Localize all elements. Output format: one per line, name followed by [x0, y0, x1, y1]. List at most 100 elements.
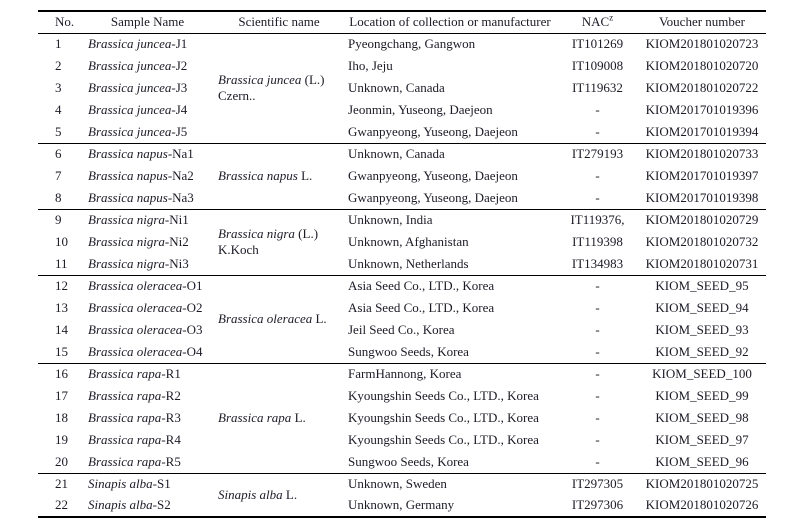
header-scientific-name: Scientific name [215, 11, 343, 34]
header-nac: NACz [557, 11, 638, 34]
no-cell: 17 [55, 387, 68, 403]
no-cell: 7 [55, 167, 62, 183]
location-cell: Gwanpyeong, Yuseong, Daejeon [348, 167, 518, 183]
sample-name-cell: Brassica rapa-R1 [88, 366, 181, 382]
voucher-number-cell: KIOM201801020729 [645, 212, 759, 228]
voucher-number-cell: KIOM_SEED_94 [655, 299, 749, 315]
location-cell: FarmHannong, Korea [348, 366, 462, 382]
table-row: 18 Brassica rapa-R3 Kyoungshin Seeds Co., … [38, 407, 766, 429]
nac-cell: - [595, 278, 600, 294]
no-cell: 3 [55, 79, 62, 95]
table-row: 15 Brassica oleracea-O4 Sungwoo Seeds, Kor… [38, 341, 766, 364]
nac-cell: - [595, 299, 600, 315]
table-row: 4 Brassica juncea-J4 Jeonmin, Yuseong, Dae… [38, 99, 766, 121]
no-cell: 2 [55, 57, 62, 73]
location-cell: Sungwoo Seeds, Korea [343, 451, 557, 474]
table-row: 21 Sinapis alba-S1 Sinapis alba L. Unknown,… [38, 473, 766, 502]
nac-cell: - [557, 121, 638, 144]
table-row: 3 Brassica juncea-J3 Unknown, Canada IT1196… [38, 77, 766, 99]
nac-cell: - [557, 187, 638, 210]
sample-name-cell: Sinapis alba-S1 [88, 476, 171, 492]
header-nac-text: NAC [581, 14, 610, 30]
voucher-number-cell: KIOM201701019397 [645, 167, 759, 183]
no-cell: 11 [38, 253, 80, 276]
sample-name-cell: Brassica juncea-J3 [88, 79, 188, 95]
voucher-number-cell: KIOM_SEED_98 [655, 409, 749, 425]
nac-cell: IT134983 [557, 253, 638, 276]
no-cell: 21 [55, 476, 68, 492]
voucher-number-cell: KIOM_SEED_99 [655, 387, 749, 403]
scientific-name-cell: Brassica napus L. [215, 143, 343, 210]
nac-cell: - [595, 409, 600, 425]
table-row: 7 Brassica napus-Na2 Gwanpyeong, Yuseong, … [38, 165, 766, 187]
location-cell: Asia Seed Co., LTD., Korea [348, 278, 495, 294]
samples-table: No. Sample Name Scientific name Location… [38, 10, 766, 518]
sample-name-cell: Brassica nigra-Ni2 [88, 233, 189, 249]
scientific-name-cell: Brassica oleracea L. [215, 275, 343, 364]
table-row: 2 Brassica juncea-J2 Iho, Jeju IT109008 KIOM… [38, 55, 766, 77]
nac-cell: - [595, 167, 600, 183]
table-row: 9 Brassica nigra-Ni1 Brassica nigra (L.) K… [38, 209, 766, 276]
voucher-number-cell: KIOM201801020731 [638, 253, 766, 276]
no-cell: 18 [55, 409, 68, 425]
location-cell: Kyoungshin Seeds Co., LTD., Korea [348, 409, 539, 425]
location-cell: Jeonmin, Yuseong, Daejeon [348, 101, 493, 117]
voucher-number-cell: KIOM201701019398 [638, 187, 766, 210]
scientific-name-cell: Brassica nigra (L.) K.Koch [215, 209, 343, 276]
nac-cell: - [557, 341, 638, 364]
sample-name-cell: Brassica juncea-J5 [80, 121, 215, 144]
sample-name-cell: Brassica napus-Na1 [88, 146, 194, 162]
no-cell: 6 [55, 146, 62, 162]
sample-name-cell: Sinapis alba-S2 [88, 497, 171, 513]
location-cell: Unknown, Sweden [348, 476, 447, 492]
nac-cell: - [595, 321, 600, 337]
header-location: Location of collection or manufacturer [343, 11, 557, 34]
table-row: 8 Brassica napus-Na3 Gwanpyeong, Yuseong, … [38, 187, 766, 210]
table-row: 16 Brassica rapa-R1 Brassica rapa L. FarmHa… [38, 363, 766, 474]
nac-cell: IT279193 [571, 146, 624, 162]
table-row: 19 Brassica rapa-R4 Kyoungshin Seeds Co., … [38, 429, 766, 451]
voucher-number-cell: KIOM201801020733 [645, 146, 759, 162]
nac-cell: IT101269 [571, 36, 624, 52]
sample-name-cell: Brassica napus-Na3 [80, 187, 215, 210]
nac-cell: IT119398 [572, 233, 623, 249]
table-row: 12 Brassica oleracea-O1 Brassica oleracea … [38, 275, 766, 364]
no-cell: 13 [55, 299, 68, 315]
table-row: 10 Brassica nigra-Ni2 Unknown, Afghanistan… [38, 231, 766, 253]
table-row: 11 Brassica nigra-Ni3 Unknown, Netherlands… [38, 253, 766, 276]
sample-name-cell: Brassica juncea-J2 [88, 57, 188, 73]
location-cell: Kyoungshin Seeds Co., LTD., Korea [348, 431, 539, 447]
sample-name-cell: Brassica rapa-R4 [88, 431, 181, 447]
no-cell: 19 [55, 431, 68, 447]
nac-cell: IT297305 [571, 476, 624, 492]
no-cell: 22 [55, 497, 68, 513]
header-voucher-number: Voucher number [638, 11, 766, 34]
table-row: 1 Brassica juncea-J1 Brassica juncea (L.) … [38, 33, 766, 144]
sample-name-cell: Brassica rapa-R5 [80, 451, 215, 474]
voucher-number-cell: KIOM201701019396 [645, 101, 759, 117]
location-cell: Gwanpyeong, Yuseong, Daejeon [343, 121, 557, 144]
sample-name-cell: Brassica juncea-J1 [88, 36, 188, 52]
location-cell: Pyeongchang, Gangwon [348, 36, 476, 52]
location-cell: Unknown, Canada [348, 146, 445, 162]
no-cell: 9 [55, 212, 62, 228]
sample-name-cell: Brassica rapa-R3 [88, 409, 181, 425]
sample-name-cell: Brassica oleracea-O1 [88, 278, 203, 294]
location-cell: Gwanpyeong, Yuseong, Daejeon [343, 187, 557, 210]
no-cell: 1 [55, 36, 62, 52]
scientific-name-cell: Brassica juncea (L.) Czern.. [215, 33, 343, 144]
table-row: 13 Brassica oleracea-O2 Asia Seed Co., LTD… [38, 297, 766, 319]
location-cell: Iho, Jeju [348, 57, 393, 73]
voucher-number-cell: KIOM201801020722 [645, 79, 759, 95]
nac-cell: IT109008 [571, 57, 624, 73]
header-row: No. Sample Name Scientific name Location… [38, 11, 766, 34]
no-cell: 12 [55, 278, 68, 294]
voucher-number-cell: KIOM201701019394 [638, 121, 766, 144]
no-cell: 5 [38, 121, 80, 144]
location-cell: Unknown, Afghanistan [348, 233, 469, 249]
voucher-number-cell: KIOM_SEED_95 [655, 278, 749, 294]
no-cell: 16 [55, 366, 68, 382]
header-sample-name: Sample Name [80, 11, 215, 34]
header-no: No. [38, 11, 80, 34]
nac-cell: - [595, 431, 600, 447]
